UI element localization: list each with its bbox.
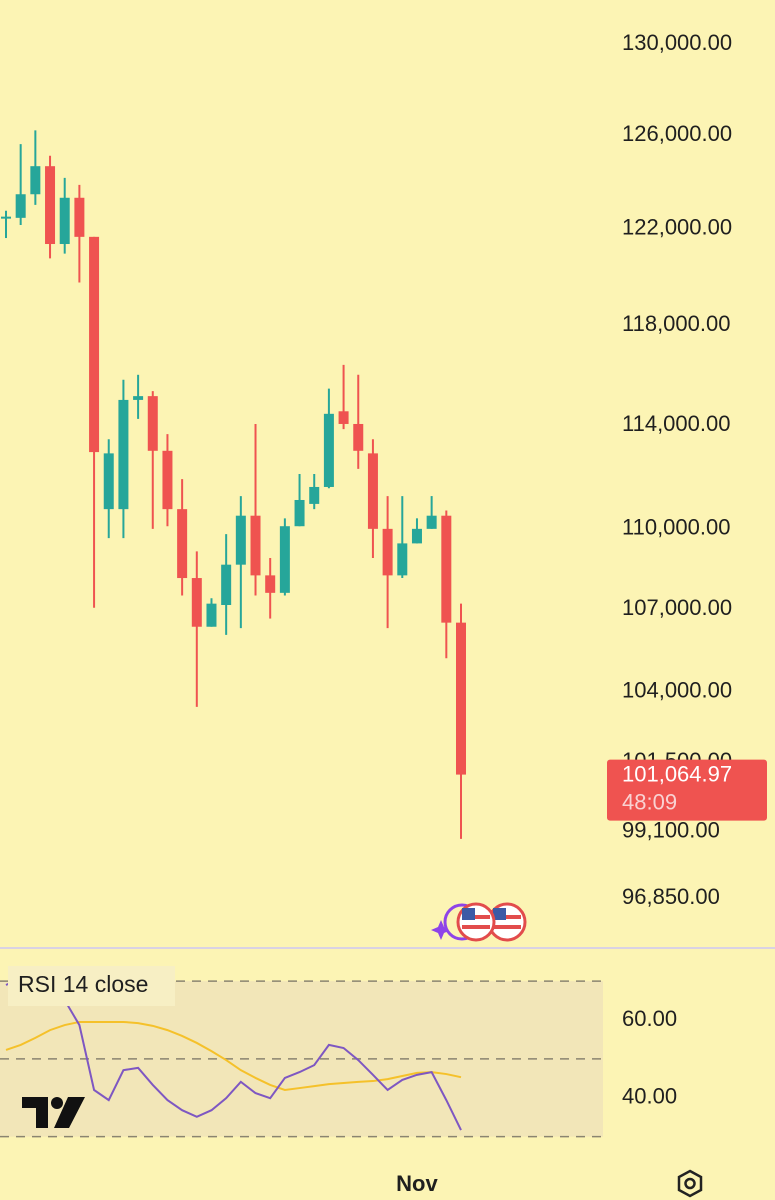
countdown-label: 48:09 — [622, 789, 677, 814]
settings-button[interactable] — [677, 1169, 703, 1198]
candle-body — [30, 166, 41, 195]
candle-body — [221, 564, 232, 605]
candle-body — [456, 622, 466, 775]
candle-body — [1, 216, 11, 219]
y-tick-label: 122,000.00 — [622, 214, 732, 239]
candle-body — [89, 236, 100, 453]
y-tick-label: 107,000.00 — [622, 595, 732, 620]
candle-body — [441, 515, 452, 623]
candle-body — [191, 578, 202, 627]
candle-body — [74, 197, 85, 237]
y-tick-label: 118,000.00 — [622, 311, 730, 336]
flag-stripe — [493, 925, 521, 929]
sparkle-icon — [431, 920, 451, 940]
y-tick-label: 114,000.00 — [622, 411, 730, 436]
candle-body — [118, 399, 129, 510]
candle-body — [294, 499, 305, 527]
candle-body — [235, 515, 246, 565]
logo — [22, 1097, 85, 1128]
candle-body — [45, 166, 56, 245]
candle-body — [147, 396, 158, 451]
candle-body — [279, 526, 290, 593]
flag-canton — [462, 908, 475, 920]
candle-body — [133, 396, 144, 400]
flag-canton — [493, 908, 506, 920]
candle-body — [103, 453, 114, 510]
y-tick-label: 99,100.00 — [622, 817, 720, 842]
candle-body — [382, 528, 393, 576]
logo-part — [54, 1097, 85, 1128]
rsi-line — [5, 968, 462, 1131]
x-tick-label: Nov — [396, 1171, 438, 1196]
y-tick-label: 126,000.00 — [622, 121, 732, 146]
rsi-ma-line — [5, 1020, 462, 1092]
y-tick-label: 40.00 — [622, 1084, 677, 1109]
candle-body — [162, 450, 173, 510]
logo-part — [51, 1097, 63, 1109]
candle-body — [353, 423, 364, 451]
indicator-title: RSI 14 close — [18, 971, 148, 997]
y-tick-label: 96,850.00 — [622, 884, 720, 909]
candle-body — [15, 194, 26, 218]
rsi-pane: 60.00 40.00 RSI 14 close — [0, 966, 677, 1138]
candle-body — [59, 197, 70, 245]
y-tick-label: 60.00 — [622, 1006, 677, 1031]
price-pane: 130,000.00 126,000.00 122,000.00 118,000.00… — [1, 30, 767, 909]
indicator-title-box — [8, 966, 175, 1006]
flag-stripe — [462, 925, 490, 929]
candle-body — [397, 543, 408, 576]
candle-body — [367, 453, 378, 529]
last-price-label: 101,064.97 — [622, 761, 732, 786]
event-icons[interactable] — [431, 902, 527, 942]
flag-stripe — [493, 915, 521, 919]
candle-body — [265, 575, 276, 593]
candle-body — [338, 411, 349, 424]
y-tick-label: 110,000.00 — [622, 515, 730, 540]
candle-body — [411, 528, 422, 544]
last-price-tag — [607, 759, 767, 821]
flag-stripe — [462, 915, 490, 919]
candle-body — [206, 603, 217, 627]
candle-body — [309, 486, 320, 504]
y-tick-label: 130,000.00 — [622, 30, 732, 55]
y-tick-label: 104,000.00 — [622, 677, 732, 702]
settings-icon-center — [684, 1177, 696, 1190]
candle-body — [177, 509, 188, 579]
settings-icon — [677, 1169, 703, 1198]
logo-part — [22, 1097, 48, 1128]
candle-body — [250, 515, 261, 576]
candle-body — [426, 515, 437, 529]
candle-body — [323, 413, 334, 487]
